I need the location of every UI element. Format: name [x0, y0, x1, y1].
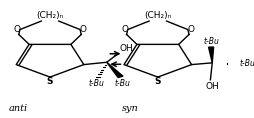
Text: (CH₂)ₙ: (CH₂)ₙ — [36, 11, 64, 20]
Text: OH: OH — [119, 44, 132, 53]
Text: t-Bu: t-Bu — [239, 59, 254, 68]
Text: OH: OH — [204, 82, 218, 91]
Text: t-Bu: t-Bu — [203, 37, 219, 46]
Text: anti: anti — [8, 104, 27, 113]
Text: S: S — [154, 77, 161, 86]
Text: O: O — [121, 25, 128, 34]
Text: O: O — [13, 25, 20, 34]
Polygon shape — [106, 62, 122, 77]
Text: t-Bu: t-Bu — [114, 79, 130, 88]
Text: S: S — [46, 77, 53, 86]
Text: (CH₂)ₙ: (CH₂)ₙ — [144, 11, 171, 20]
Text: O: O — [187, 25, 194, 34]
Text: syn: syn — [121, 104, 138, 113]
Text: t-Bu: t-Bu — [89, 79, 104, 88]
Polygon shape — [208, 47, 213, 63]
Text: O: O — [79, 25, 86, 34]
